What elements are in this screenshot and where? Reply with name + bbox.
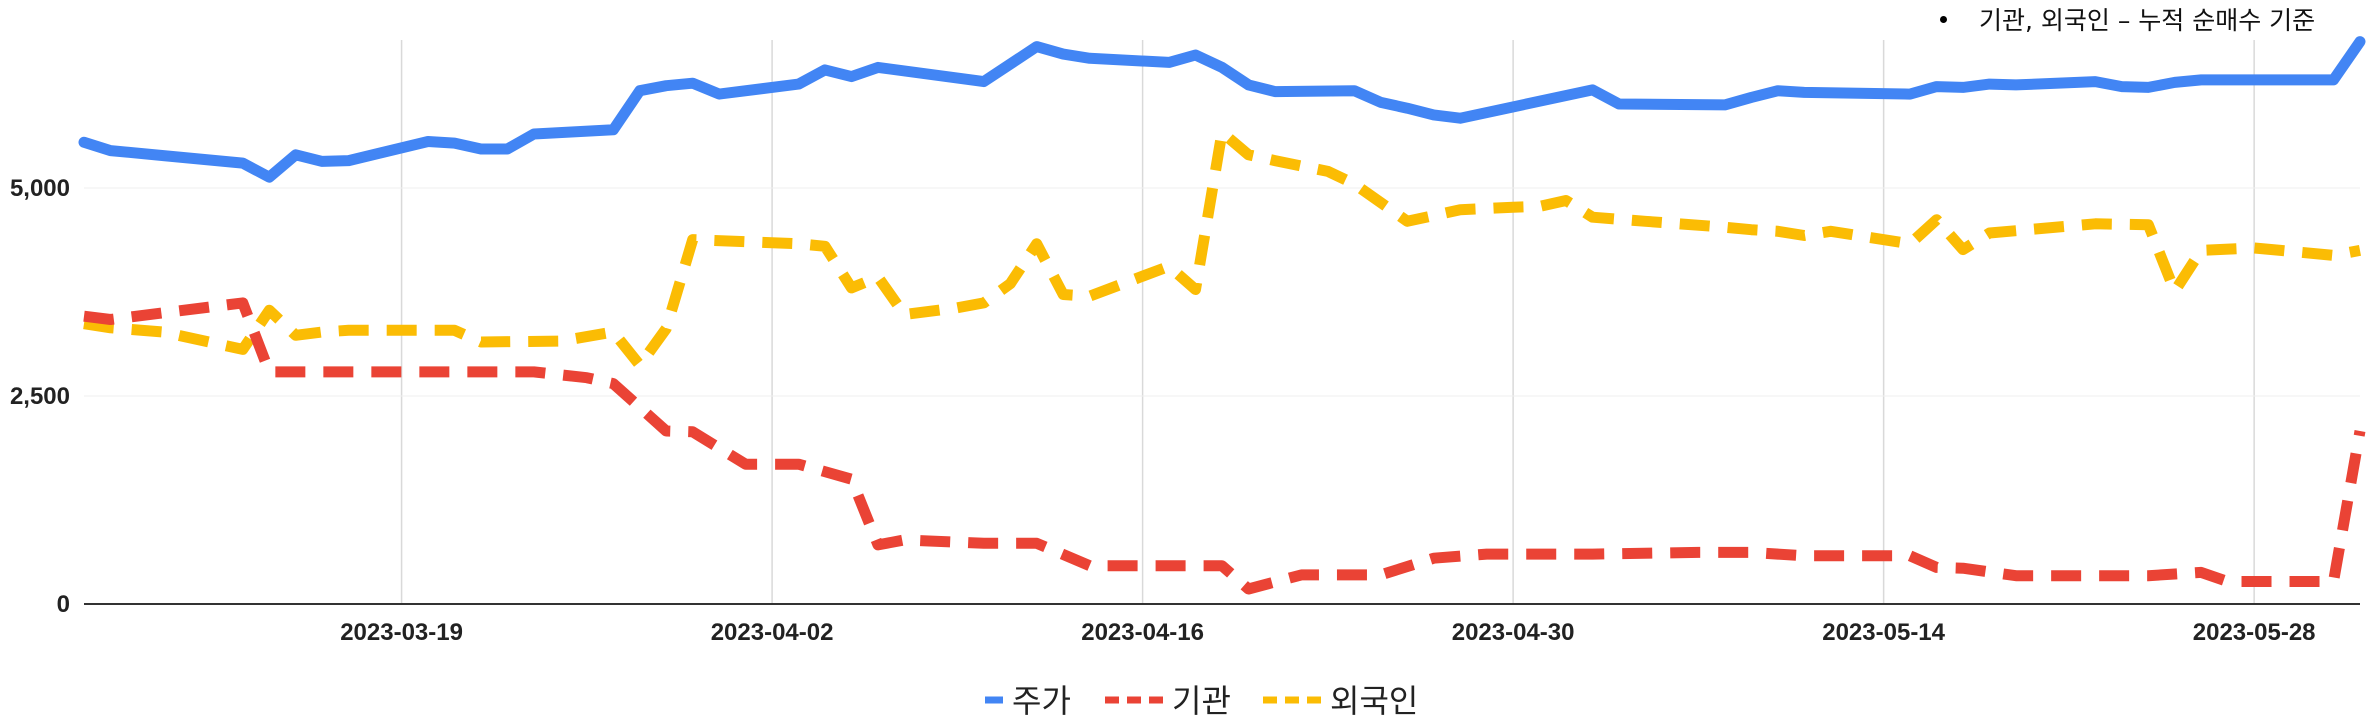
x-tick-label: 2023-05-28: [2193, 619, 2316, 646]
series-line-institution: [83, 297, 2366, 595]
y-tick-label: 0: [57, 591, 70, 618]
x-tick-label: 2023-04-30: [1452, 619, 1575, 646]
legend-label: 기관: [1172, 682, 1231, 720]
x-tick-label: 2023-04-02: [711, 619, 834, 646]
chart-note: 기관, 외국인 – 누적 순매수 기준: [1940, 0, 2315, 38]
legend-label: 외국인: [1330, 682, 1418, 720]
series-line-foreign: [83, 126, 2362, 371]
chart-legend: 주가 기관 외국인: [985, 682, 1418, 720]
y-tick-label: 2,500: [10, 383, 70, 410]
bullet-icon: [1940, 15, 1947, 23]
chart-note-text: 기관, 외국인 – 누적 순매수 기준: [1979, 6, 2316, 35]
x-tick-label: 2023-03-19: [340, 619, 463, 646]
x-tick-label: 2023-04-16: [1081, 619, 1204, 646]
x-tick-label: 2023-05-14: [1822, 619, 1945, 646]
legend-label: 주가: [1012, 682, 1071, 720]
series-line-price: [78, 36, 2366, 183]
y-tick-label: 5,000: [10, 175, 70, 202]
